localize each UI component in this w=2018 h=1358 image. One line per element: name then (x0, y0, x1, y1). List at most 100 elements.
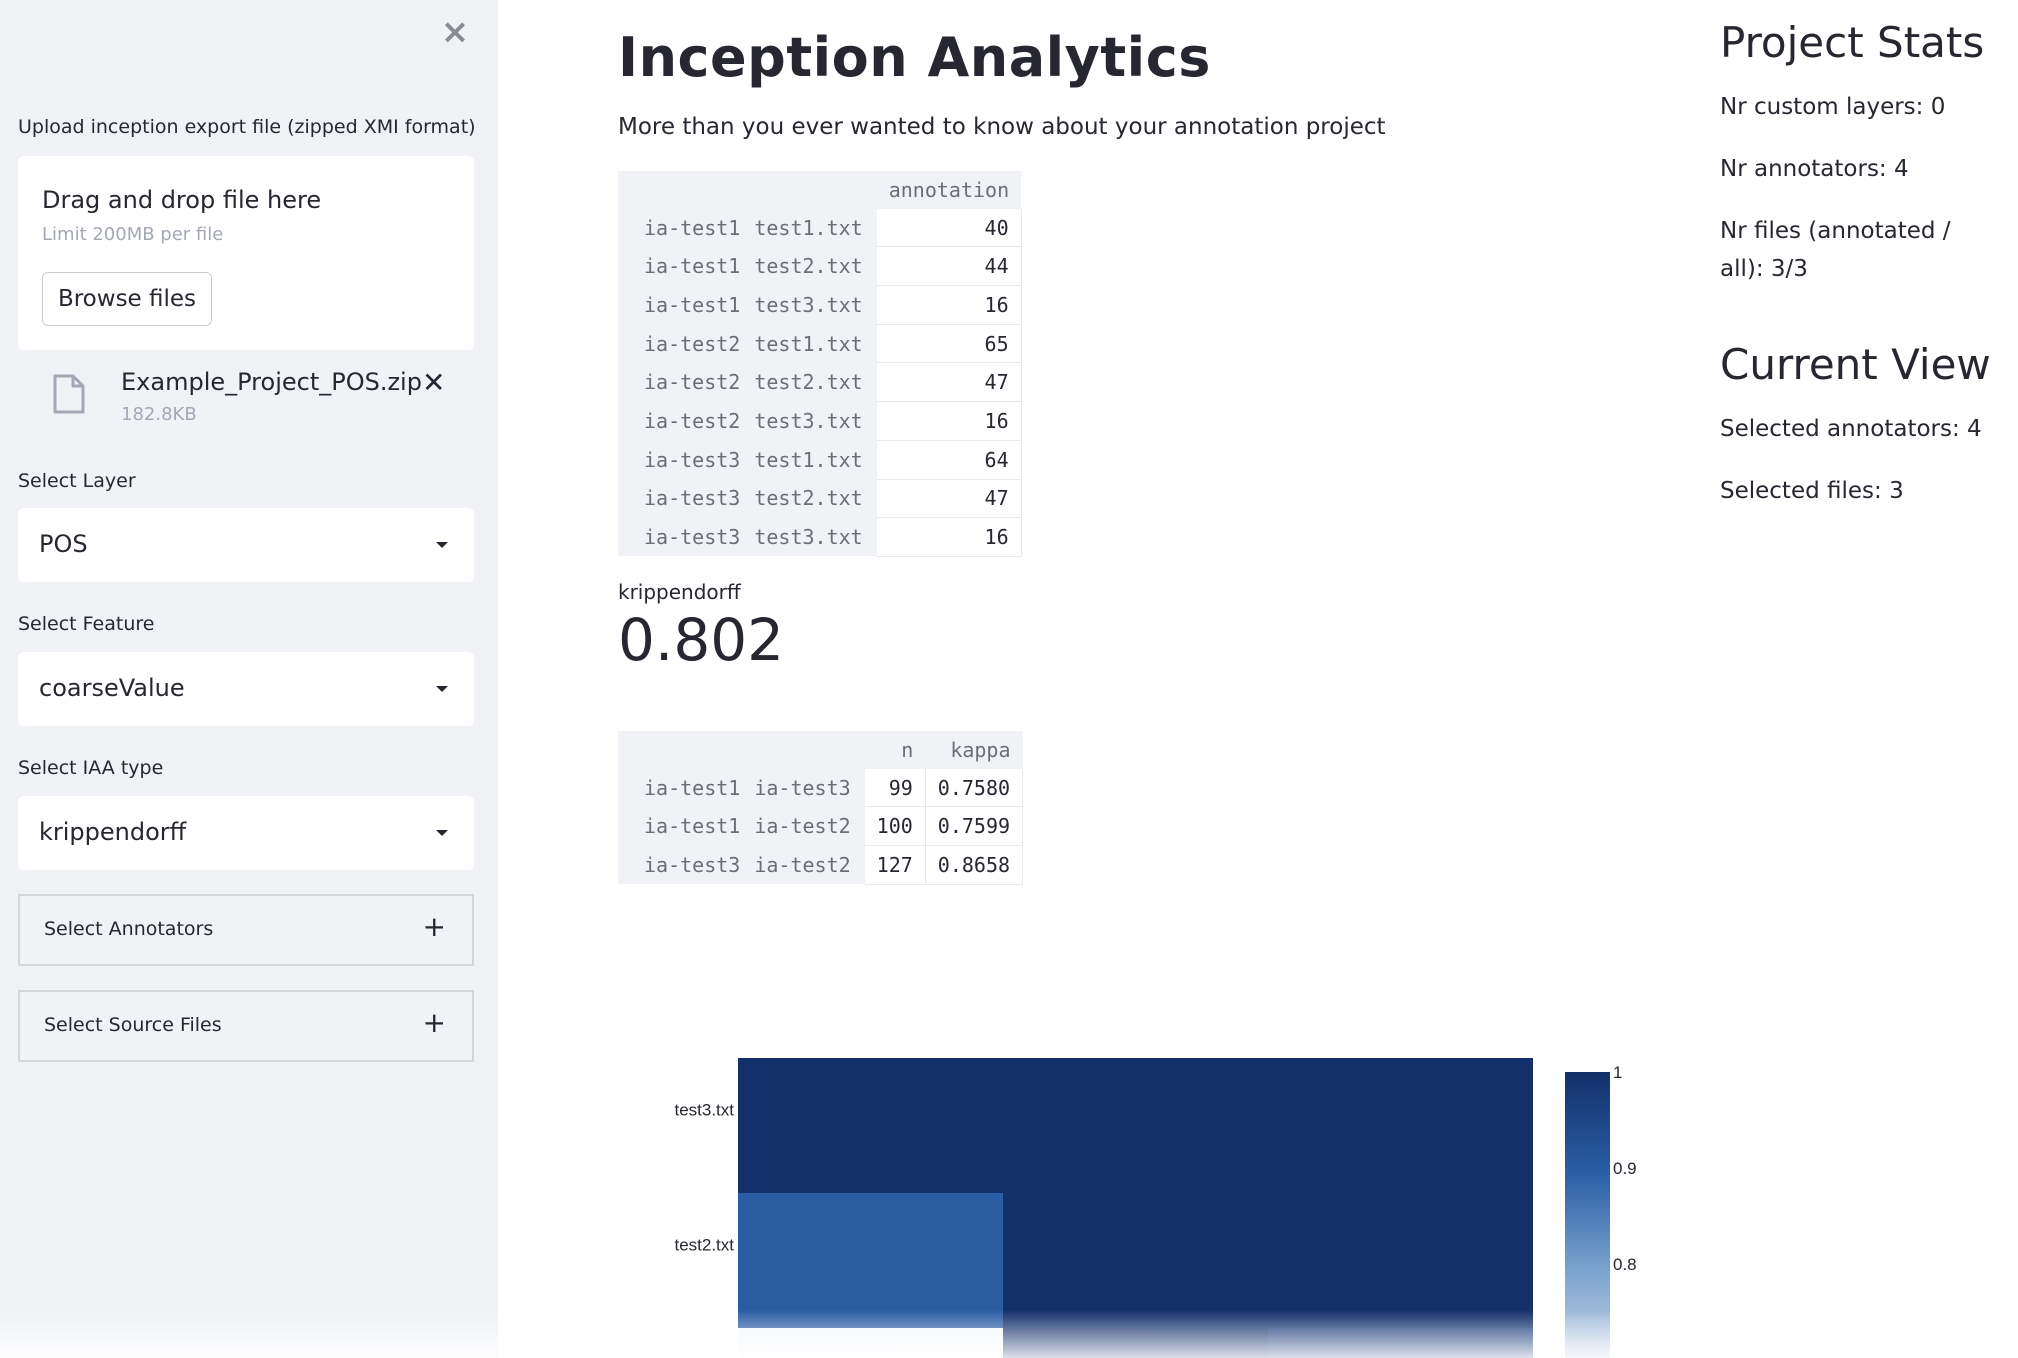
iaa-type-select[interactable]: krippendorff (18, 796, 474, 870)
iaa-type-select-value: krippendorff (39, 818, 187, 846)
colorbar-tick-label: 1 (1613, 1063, 1622, 1082)
annotation-count-cell: 47 (876, 479, 1022, 519)
files-stat-line2: all): 3/3 (1720, 256, 1808, 282)
n-cell: 99 (864, 768, 926, 808)
layer-select[interactable]: POS (18, 508, 474, 582)
select-source-files-label: Select Source Files (44, 1014, 222, 1036)
colorbar-tick-label: 0.9 (1613, 1159, 1637, 1178)
table-row: ia-test2 test1.txt 65 (618, 324, 1022, 364)
file-icon (53, 374, 85, 414)
table-row: ia-test1 test3.txt 16 (618, 285, 1022, 325)
select-annotators-expander[interactable]: Select Annotators + (18, 894, 474, 966)
sidebar: × Upload inception export file (zipped X… (0, 0, 498, 1358)
kappa-cell: 0.7580 (925, 768, 1024, 808)
chevron-down-icon (436, 686, 448, 692)
select-annotators-label: Select Annotators (44, 918, 214, 940)
annotation-column-header: annotation (876, 171, 1022, 209)
heatmap-cell (1268, 1193, 1533, 1328)
annotation-count-cell: 65 (876, 324, 1022, 364)
annotator-cell: ia-test1 (618, 246, 755, 286)
heatmap-cell (1003, 1058, 1268, 1193)
uploaded-file-name: Example_Project_POS.zip (121, 368, 422, 396)
table-index-header (618, 171, 755, 209)
files-stat-line1: Nr files (annotated / (1720, 218, 1951, 244)
file-cell: test1.txt (754, 440, 877, 479)
heatmap-cell (1268, 1058, 1533, 1193)
table-row: ia-test1 test1.txt 40 (618, 208, 1022, 248)
select-source-files-expander[interactable]: Select Source Files + (18, 990, 474, 1062)
file-dropzone[interactable]: Drag and drop file here Limit 200MB per … (18, 156, 474, 350)
uploaded-file-size: 182.8KB (121, 404, 197, 425)
table-index-header (754, 731, 865, 769)
upload-label: Upload inception export file (zipped XMI… (18, 116, 476, 138)
annotation-count-cell: 16 (876, 517, 1022, 557)
remove-file-icon[interactable]: ✕ (422, 366, 446, 399)
table-row: ia-test3 test3.txt 16 (618, 517, 1022, 557)
annotator-b-cell: ia-test2 (754, 845, 865, 885)
heatmap-y-tick-label: test3.txt (674, 1101, 734, 1120)
file-cell: test3.txt (754, 517, 877, 557)
kappa-cell: 0.7599 (925, 806, 1024, 847)
annotator-cell: ia-test2 (618, 324, 755, 363)
heatmap-y-tick-label: test2.txt (674, 1236, 734, 1255)
annotation-count-cell: 16 (876, 401, 1022, 441)
table-row: ia-test3 test1.txt 64 (618, 440, 1022, 480)
kappa-table: n kappa ia-test1 ia-test3 99 0.7580 ia-test1… (618, 731, 1024, 885)
table-row: ia-test2 test3.txt 16 (618, 401, 1022, 441)
browse-files-button[interactable]: Browse files (42, 272, 212, 326)
plus-icon: + (422, 1006, 446, 1039)
chevron-down-icon (436, 830, 448, 836)
table-row: ia-test2 test2.txt 47 (618, 362, 1022, 403)
file-cell: test2.txt (754, 246, 877, 286)
heatmap-cell (738, 1058, 1003, 1193)
n-cell: 127 (864, 845, 926, 885)
custom-layers-stat: Nr custom layers: 0 (1720, 94, 1946, 120)
annotator-a-cell: ia-test3 (618, 845, 755, 885)
annotator-cell: ia-test3 (618, 440, 755, 479)
annotator-cell: ia-test1 (618, 208, 755, 247)
annotator-a-cell: ia-test1 (618, 806, 755, 846)
plus-icon: + (422, 910, 446, 943)
page-title: Inception Analytics (618, 26, 1211, 89)
annotation-count-cell: 64 (876, 440, 1022, 480)
table-row: ia-test3 test2.txt 47 (618, 479, 1022, 519)
table-index-header (754, 171, 877, 209)
annotator-cell: ia-test3 (618, 479, 755, 518)
dropzone-limit: Limit 200MB per file (42, 224, 224, 245)
chevron-down-icon (436, 542, 448, 548)
selected-annotators-stat: Selected annotators: 4 (1720, 416, 1982, 442)
file-cell: test2.txt (754, 362, 877, 402)
annotation-count-cell: 44 (876, 246, 1022, 287)
file-cell: test3.txt (754, 401, 877, 441)
n-cell: 100 (864, 806, 926, 847)
feature-select[interactable]: coarseValue (18, 652, 474, 726)
heatmap-cell (738, 1193, 1003, 1328)
annotator-b-cell: ia-test2 (754, 806, 865, 846)
kappa-column-header: kappa (925, 731, 1023, 769)
annotation-count-cell: 40 (876, 208, 1022, 248)
page-subtitle: More than you ever wanted to know about … (618, 114, 1386, 140)
heatmap-cell (1003, 1193, 1268, 1328)
annotator-cell: ia-test1 (618, 285, 755, 325)
metric-label: krippendorff (618, 580, 741, 604)
n-column-header: n (864, 731, 926, 769)
file-cell: test3.txt (754, 285, 877, 325)
feature-label: Select Feature (18, 613, 155, 635)
feature-select-value: coarseValue (39, 674, 185, 702)
layer-label: Select Layer (18, 470, 136, 492)
table-row: ia-test1 ia-test3 99 0.7580 (618, 768, 1024, 808)
file-cell: test2.txt (754, 479, 877, 518)
file-cell: test1.txt (754, 324, 877, 363)
annotation-count-cell: 47 (876, 362, 1022, 403)
kappa-cell: 0.8658 (925, 845, 1024, 885)
project-stats-heading: Project Stats (1720, 18, 1985, 67)
annotator-a-cell: ia-test1 (618, 768, 755, 807)
metric-value: 0.802 (618, 606, 785, 674)
table-index-header (618, 731, 755, 769)
table-row: ia-test1 test2.txt 44 (618, 246, 1022, 287)
annotation-count-cell: 16 (876, 285, 1022, 325)
close-sidebar-icon[interactable]: × (440, 12, 470, 52)
layer-select-value: POS (39, 530, 88, 558)
agreement-heatmap: test3.txt test2.txt 1 0.9 0.8 (674, 1058, 1637, 1358)
annotator-cell: ia-test2 (618, 362, 755, 402)
